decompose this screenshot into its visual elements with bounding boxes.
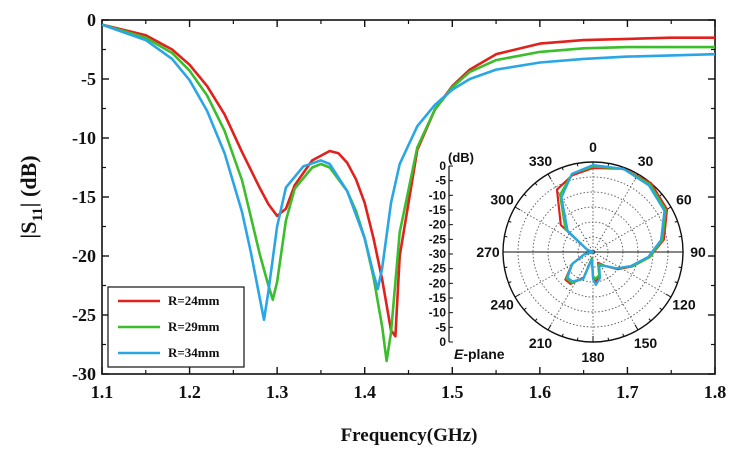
- legend-label-r29: R=29mm: [168, 319, 220, 334]
- x-tick-label: 1.4: [353, 382, 376, 402]
- polar-angle-tick: [534, 318, 538, 322]
- x-tick-label: 1.2: [178, 382, 201, 402]
- polar-title-italic: E: [454, 346, 464, 362]
- y-tick-label: -30: [72, 364, 96, 384]
- polar-angle-tick: [508, 220, 512, 223]
- y-tick-label: -20: [72, 246, 96, 266]
- polar-angle-tick: [674, 281, 678, 284]
- polar-angle-tick: [534, 182, 538, 186]
- legend: R=24mm R=29mm R=34mm: [107, 286, 245, 368]
- y-tick-label: -25: [72, 305, 96, 325]
- polar-angle-label: 180: [581, 349, 605, 365]
- x-axis-label: Frequency(GHz): [341, 425, 478, 446]
- polar-angle-tick: [674, 220, 678, 223]
- x-tick-label: 1.6: [529, 382, 552, 402]
- polar-radial-label: -30: [429, 247, 447, 261]
- polar-angle-tick: [514, 206, 521, 211]
- polar-angle-tick: [561, 167, 564, 171]
- polar-series: [555, 163, 669, 286]
- polar-angle-tick: [504, 235, 508, 238]
- polar-angle-tick: [523, 193, 527, 197]
- y-axis-label-tail: | (dB): [16, 155, 41, 207]
- legend-label-r24: R=24mm: [168, 293, 220, 308]
- polar-unit-label: (dB): [448, 150, 474, 165]
- x-tick-label: 1.3: [266, 382, 289, 402]
- y-tick-label: 0: [87, 10, 96, 30]
- polar-radial-label: -5: [435, 174, 446, 188]
- polar-angle-tick: [665, 293, 672, 298]
- polar-angle-label: 210: [529, 335, 553, 351]
- polar-angle-tick: [561, 333, 564, 337]
- polar-radial-label: -10: [429, 188, 447, 202]
- y-tick-label: -5: [81, 69, 96, 89]
- polar-radial-label: -25: [429, 232, 447, 246]
- polar-title-rest: -plane: [463, 346, 504, 362]
- polar-angle-label: 150: [634, 335, 658, 351]
- x-tick-label: 1.8: [704, 382, 727, 402]
- polar-angle-tick: [508, 281, 512, 284]
- polar-inset: 03060901201501802102402703003300-5-10-15…: [429, 139, 706, 365]
- y-tick-label: -10: [72, 128, 96, 148]
- legend-label-r34: R=34mm: [168, 345, 220, 360]
- polar-angle-label: 240: [490, 297, 514, 313]
- polar-angle-tick: [576, 163, 579, 167]
- series-line-2: [101, 23, 716, 321]
- polar-angle-label: 120: [672, 297, 696, 313]
- polar-radial-label: 0: [439, 159, 446, 173]
- y-axis-label-subscript: 11: [30, 207, 46, 221]
- polar-angle-tick: [547, 173, 552, 180]
- polar-angle-label: 330: [529, 153, 553, 169]
- polar-angle-tick: [514, 293, 521, 298]
- polar-radial-label: -5: [435, 320, 446, 334]
- axis-ticks: 1.1 1.2 1.3 1.4 1.5 1.6 1.7 1.80-5-10-15-20-25-…: [72, 10, 726, 402]
- y-axis-label: |S11| (dB): [16, 155, 46, 238]
- polar-radial-label: -15: [429, 203, 447, 217]
- polar-angle-tick: [523, 307, 527, 311]
- polar-angle-label: 300: [490, 192, 514, 208]
- polar-angle-tick: [634, 324, 639, 331]
- polar-labels: 03060901201501802102402703003300-5-10-15…: [429, 139, 706, 365]
- y-tick-label: -15: [72, 187, 96, 207]
- x-tick-label: 1.5: [441, 382, 464, 402]
- x-tick-label: 1.7: [616, 382, 639, 402]
- polar-radial-label: -10: [429, 306, 447, 320]
- y-axis-label-main: |S: [16, 222, 41, 239]
- polar-radial-label: 0: [439, 335, 446, 349]
- series-line-0: [101, 23, 715, 338]
- polar-angle-tick: [576, 337, 579, 341]
- series-lines: [101, 23, 716, 363]
- polar-angle-label: 90: [690, 244, 706, 260]
- polar-angle-label: 0: [589, 139, 597, 155]
- polar-angle-tick: [504, 266, 508, 269]
- polar-angle-tick: [678, 266, 682, 269]
- polar-angle-label: 60: [676, 192, 692, 208]
- polar-angle-tick: [659, 193, 663, 197]
- polar-radial-label: -20: [429, 218, 447, 232]
- x-tick-label: 1.1: [91, 382, 114, 402]
- polar-radial-label: -20: [429, 276, 447, 290]
- polar-angle-tick: [622, 333, 625, 337]
- polar-series-line-2: [560, 163, 666, 286]
- polar-angle-tick: [659, 307, 663, 311]
- polar-radial-label: -25: [429, 262, 447, 276]
- polar-angle-tick: [648, 318, 652, 322]
- polar-angle-label: 30: [638, 153, 654, 169]
- polar-angle-tick: [607, 337, 610, 341]
- s11-plot: 1.1 1.2 1.3 1.4 1.5 1.6 1.7 1.80-5-10-15-20-25-…: [16, 10, 726, 446]
- polar-angle-tick: [547, 324, 552, 331]
- polar-title: E-plane: [454, 346, 505, 362]
- polar-angle-tick: [678, 235, 682, 238]
- polar-radial-label: -15: [429, 291, 447, 305]
- polar-angle-label: 270: [476, 244, 500, 260]
